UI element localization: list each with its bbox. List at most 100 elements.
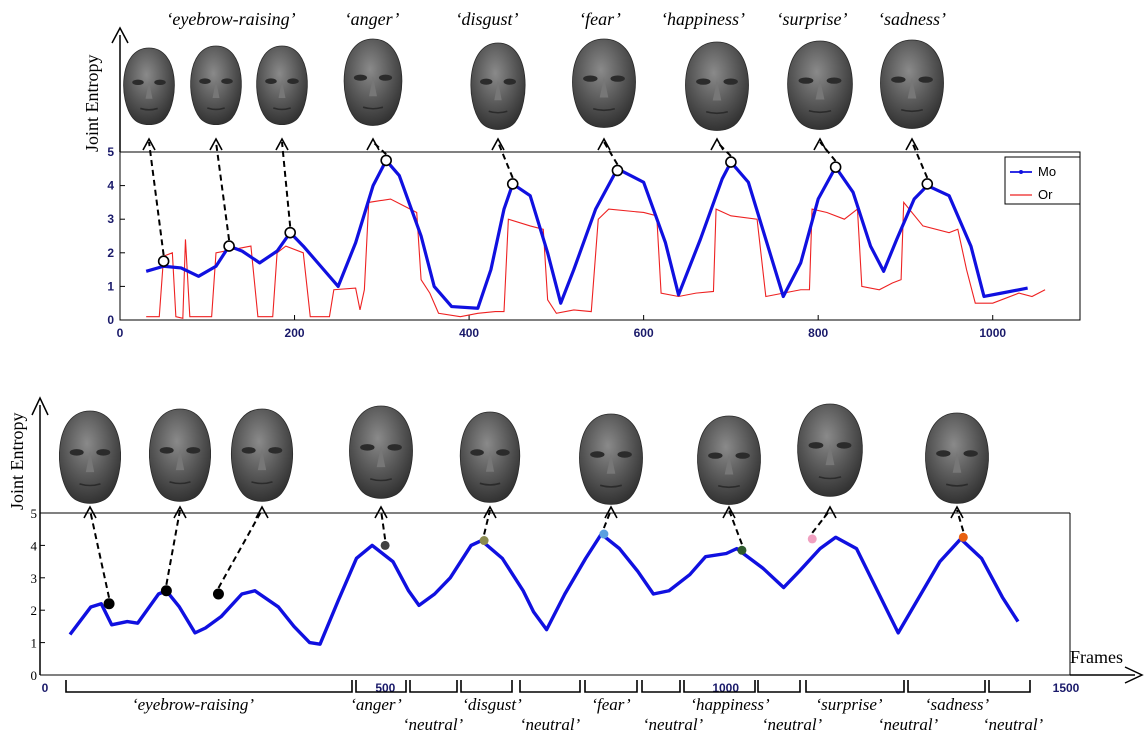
- left-eye: [360, 444, 375, 451]
- bottom-y-axis-label: Joint Entropy: [7, 413, 27, 511]
- right-eye: [723, 78, 738, 85]
- x-tick-label: 1000: [712, 681, 739, 695]
- left-eye: [69, 449, 84, 456]
- peak-marker: [103, 598, 115, 610]
- dashed-arrow: [602, 509, 612, 529]
- x-tick-label: 1500: [1053, 681, 1080, 695]
- x-tick-label: 400: [459, 326, 479, 340]
- segment-bracket: [907, 680, 986, 693]
- label-anger: ‘anger’: [345, 9, 400, 29]
- seg-eyebrow-raising: ‘eyebrow-raising’: [132, 695, 254, 714]
- peak-marker: [599, 529, 609, 539]
- nose: [145, 81, 153, 99]
- segment-bracket: [584, 680, 638, 693]
- y-tick-label: 2: [31, 603, 38, 618]
- arrowhead: [255, 505, 269, 519]
- segment-bracket: [460, 680, 513, 693]
- mouth: [169, 481, 191, 485]
- nose: [257, 448, 267, 471]
- arrowhead: [483, 505, 497, 519]
- peak-marker: [611, 164, 624, 177]
- arrowhead: [597, 137, 611, 151]
- peak-marker: [380, 540, 390, 550]
- segment-bracket: [805, 680, 905, 693]
- top-legend: Mo Or: [1004, 156, 1081, 205]
- x-tick-label: 0: [117, 326, 124, 340]
- right-eye: [963, 450, 978, 457]
- mouth: [79, 483, 101, 487]
- y-tick-label: 4: [107, 179, 114, 193]
- right-eye: [378, 74, 393, 81]
- mouth: [140, 107, 158, 111]
- nose: [175, 448, 185, 471]
- left-eye: [590, 451, 605, 458]
- label-surprise: ‘surprise’: [777, 9, 848, 29]
- nose: [85, 450, 95, 473]
- left-eye: [583, 75, 598, 82]
- peak-marker: [921, 178, 934, 190]
- dashed-arrow: [483, 509, 491, 535]
- mouth: [369, 478, 393, 482]
- right-eye: [287, 78, 299, 84]
- y-tick-label: 1: [31, 636, 38, 651]
- right-eye: [221, 78, 233, 84]
- right-eye: [836, 442, 852, 449]
- peak-marker: [212, 588, 224, 600]
- mouth: [273, 107, 291, 111]
- right-eye: [387, 444, 402, 451]
- mouth: [599, 484, 623, 488]
- top-chart: Joint Entropy 0 200 400 600 800 1000 0 1 2 3 4 5 Mo…: [82, 9, 1081, 340]
- top-series: [145, 158, 1046, 320]
- nose: [606, 453, 616, 474]
- bottom-x-arrowhead: [1124, 666, 1144, 684]
- arrowhead: [209, 137, 223, 151]
- dashed-arrow: [603, 141, 619, 165]
- peak-marker: [807, 534, 817, 544]
- segment-brackets: [65, 680, 1031, 693]
- peak-marker: [157, 255, 170, 268]
- peak-marker: [284, 226, 296, 239]
- arrowhead: [710, 137, 724, 151]
- mouth: [808, 109, 832, 114]
- legend-label-or: Or: [1038, 187, 1053, 202]
- segment-bracket: [65, 680, 353, 693]
- seg-neutral-1: ‘neutral’: [403, 715, 464, 734]
- dashed-arrow: [956, 509, 965, 532]
- left-eye: [132, 79, 144, 86]
- bottom-face: [58, 410, 122, 504]
- dashed-arrow: [728, 509, 743, 545]
- y-tick-label: 1: [107, 279, 114, 293]
- top-face: [256, 45, 308, 125]
- arrowhead: [366, 137, 380, 151]
- top-expression-labels: ‘eyebrow-raising’ ‘anger’ ‘disgust’ ‘fea…: [166, 9, 946, 29]
- left-eye: [265, 78, 277, 84]
- top-plot-frame: [119, 151, 1081, 321]
- segment-bracket: [757, 680, 801, 693]
- bottom-face: [697, 415, 761, 505]
- arrowhead: [173, 505, 187, 519]
- mouth: [818, 476, 842, 480]
- top-face: [685, 41, 749, 131]
- left-eye: [891, 76, 906, 83]
- seg-neutral-5: ‘neutral’: [878, 715, 939, 734]
- bottom-y-arrowhead: [31, 396, 49, 416]
- y-tick-label: 0: [107, 313, 114, 327]
- top-face: [880, 39, 944, 129]
- peak-marker: [380, 154, 392, 167]
- x-tick-label: 600: [634, 326, 654, 340]
- mouth: [717, 484, 741, 489]
- peak-marker: [506, 178, 519, 190]
- bottom-ticks: 0 1 2 3 4 5 0 500 1000 1500: [31, 506, 1080, 695]
- mouth: [362, 106, 384, 110]
- nose: [907, 78, 917, 99]
- right-eye: [918, 76, 933, 83]
- bottom-face: [925, 412, 989, 504]
- segment-bracket: [641, 680, 681, 693]
- arrowhead: [604, 505, 618, 519]
- arrowhead: [813, 137, 827, 151]
- legend-marker-mo: [1019, 170, 1023, 174]
- top-face: [343, 38, 403, 126]
- seg-surprise: ‘surprise’: [815, 695, 882, 714]
- dashed-arrow: [716, 141, 732, 157]
